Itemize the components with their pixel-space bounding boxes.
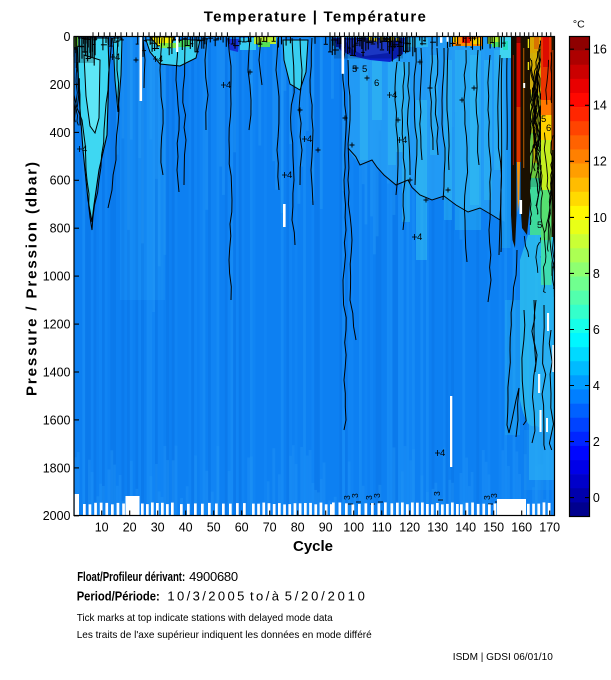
svg-text:70: 70 (263, 521, 277, 535)
svg-text:Tick marks at top indicate sta: Tick marks at top indicate stations with… (77, 612, 333, 624)
svg-text:1400: 1400 (43, 365, 71, 379)
svg-text:3: 3 (432, 491, 442, 496)
svg-text:to/à: to/à (250, 588, 280, 603)
svg-text:3: 3 (342, 495, 352, 500)
svg-text:5: 5 (541, 114, 546, 125)
svg-text:4: 4 (307, 134, 312, 145)
svg-text:90: 90 (319, 521, 333, 535)
svg-text:110: 110 (372, 521, 392, 535)
svg-text:12: 12 (593, 155, 607, 169)
svg-text:1000: 1000 (43, 270, 71, 284)
svg-text:30: 30 (151, 521, 165, 535)
svg-text:50: 50 (207, 521, 221, 535)
svg-text:10: 10 (593, 211, 607, 225)
svg-text:Pressure / Pression (dbar): Pressure / Pression (dbar) (24, 162, 41, 396)
svg-text:2: 2 (593, 435, 600, 449)
svg-text:4: 4 (115, 52, 120, 63)
svg-text:16: 16 (593, 43, 607, 57)
svg-text:2000: 2000 (43, 509, 71, 523)
svg-text:6: 6 (593, 323, 600, 337)
svg-text:600: 600 (50, 174, 71, 188)
svg-text:Cycle: Cycle (293, 538, 333, 555)
svg-text:0: 0 (593, 491, 600, 505)
svg-text:3: 3 (350, 493, 360, 498)
svg-text:6: 6 (374, 78, 379, 89)
svg-text:4: 4 (402, 135, 407, 146)
svg-text:4: 4 (82, 144, 87, 155)
svg-text:400: 400 (50, 126, 71, 140)
svg-text:10/3/2005: 10/3/2005 (167, 588, 244, 603)
svg-text:5: 5 (362, 64, 367, 75)
svg-text:0: 0 (64, 30, 71, 44)
svg-text:4: 4 (440, 448, 445, 459)
svg-text:4: 4 (593, 379, 600, 393)
svg-text:Temperature | Température: Temperature | Température (204, 8, 426, 25)
svg-text:200: 200 (50, 78, 71, 92)
svg-text:1600: 1600 (43, 413, 71, 427)
svg-text:100: 100 (343, 521, 364, 535)
svg-text:170: 170 (539, 521, 560, 535)
svg-text:14: 14 (593, 99, 607, 113)
svg-text:5/20/2010: 5/20/2010 (285, 588, 365, 603)
svg-text:3: 3 (489, 493, 499, 498)
svg-text:1800: 1800 (43, 461, 71, 475)
svg-text:1200: 1200 (43, 318, 71, 332)
svg-text:Les traits de l'axe supérieur: Les traits de l'axe supérieur indiquent … (77, 629, 372, 641)
svg-text:4: 4 (287, 170, 292, 181)
svg-text:10: 10 (95, 521, 109, 535)
svg-text:°C: °C (573, 19, 585, 31)
svg-text:5: 5 (352, 64, 357, 75)
svg-text:4: 4 (158, 54, 163, 65)
svg-text:Period/Période:: Period/Période: (77, 588, 160, 603)
svg-text:4900680: 4900680 (189, 569, 238, 584)
svg-text:4: 4 (417, 232, 422, 243)
svg-text:130: 130 (427, 521, 448, 535)
svg-text:8: 8 (593, 267, 600, 281)
svg-text:150: 150 (483, 521, 504, 535)
svg-text:4: 4 (226, 80, 231, 91)
svg-text:40: 40 (179, 521, 193, 535)
svg-text:5: 5 (537, 220, 542, 231)
svg-text:3: 3 (364, 495, 374, 500)
svg-text:800: 800 (50, 222, 71, 236)
svg-text:ISDM | GDSI 06/01/10: ISDM | GDSI 06/01/10 (453, 652, 553, 663)
svg-text:Float/Profileur dérivant:: Float/Profileur dérivant: (77, 569, 185, 584)
svg-text:140: 140 (455, 521, 476, 535)
svg-text:20: 20 (123, 521, 137, 535)
svg-text:160: 160 (511, 521, 532, 535)
svg-text:6: 6 (546, 123, 551, 134)
svg-text:60: 60 (235, 521, 249, 535)
svg-text:3: 3 (482, 495, 492, 500)
svg-text:4: 4 (392, 90, 397, 101)
svg-text:120: 120 (399, 521, 420, 535)
svg-text:80: 80 (291, 521, 305, 535)
svg-text:3: 3 (372, 493, 382, 498)
